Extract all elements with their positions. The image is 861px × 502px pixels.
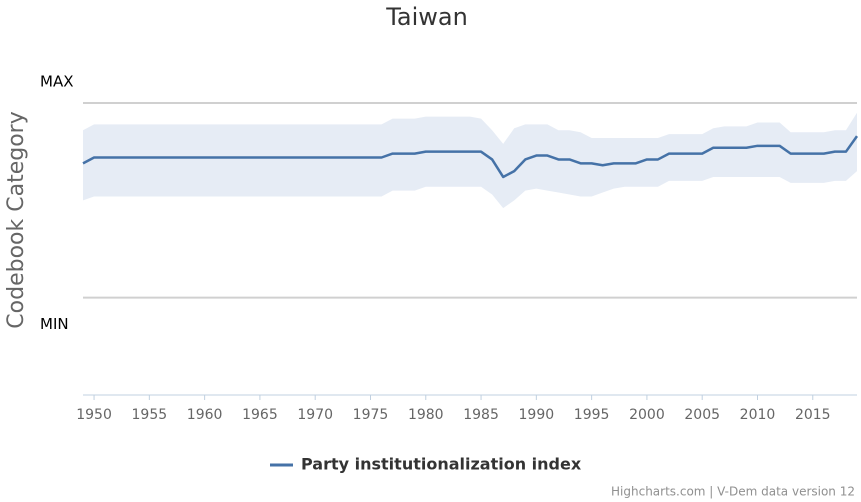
x-tick-label: 2005 xyxy=(684,407,720,423)
x-tick-label: 1975 xyxy=(353,407,389,423)
y-tick-label: MIN xyxy=(40,315,69,333)
chart-title: Taiwan xyxy=(385,3,468,31)
x-tick-label: 1955 xyxy=(132,407,168,423)
legend-label: Party institutionalization index xyxy=(301,455,582,474)
y-axis-title: Codebook Category xyxy=(4,111,29,328)
x-tick-label: 1985 xyxy=(463,407,499,423)
x-tick-label: 1965 xyxy=(242,407,278,423)
confidence-band xyxy=(83,112,857,209)
x-tick-label: 2000 xyxy=(629,407,665,423)
x-tick-label: 1960 xyxy=(187,407,223,423)
x-tick-label: 1950 xyxy=(76,407,112,423)
credits: Highcharts.com | V-Dem data version 12 xyxy=(611,485,855,499)
x-tick-label: 2010 xyxy=(740,407,776,423)
x-tick-label: 1980 xyxy=(408,407,444,423)
y-tick-label: MAX xyxy=(40,73,73,91)
x-tick-label: 1995 xyxy=(574,407,610,423)
data-line xyxy=(82,135,859,179)
x-tick-label: 2015 xyxy=(795,407,831,423)
x-tick-label: 1970 xyxy=(297,407,333,423)
x-tick-label: 1990 xyxy=(519,407,555,423)
